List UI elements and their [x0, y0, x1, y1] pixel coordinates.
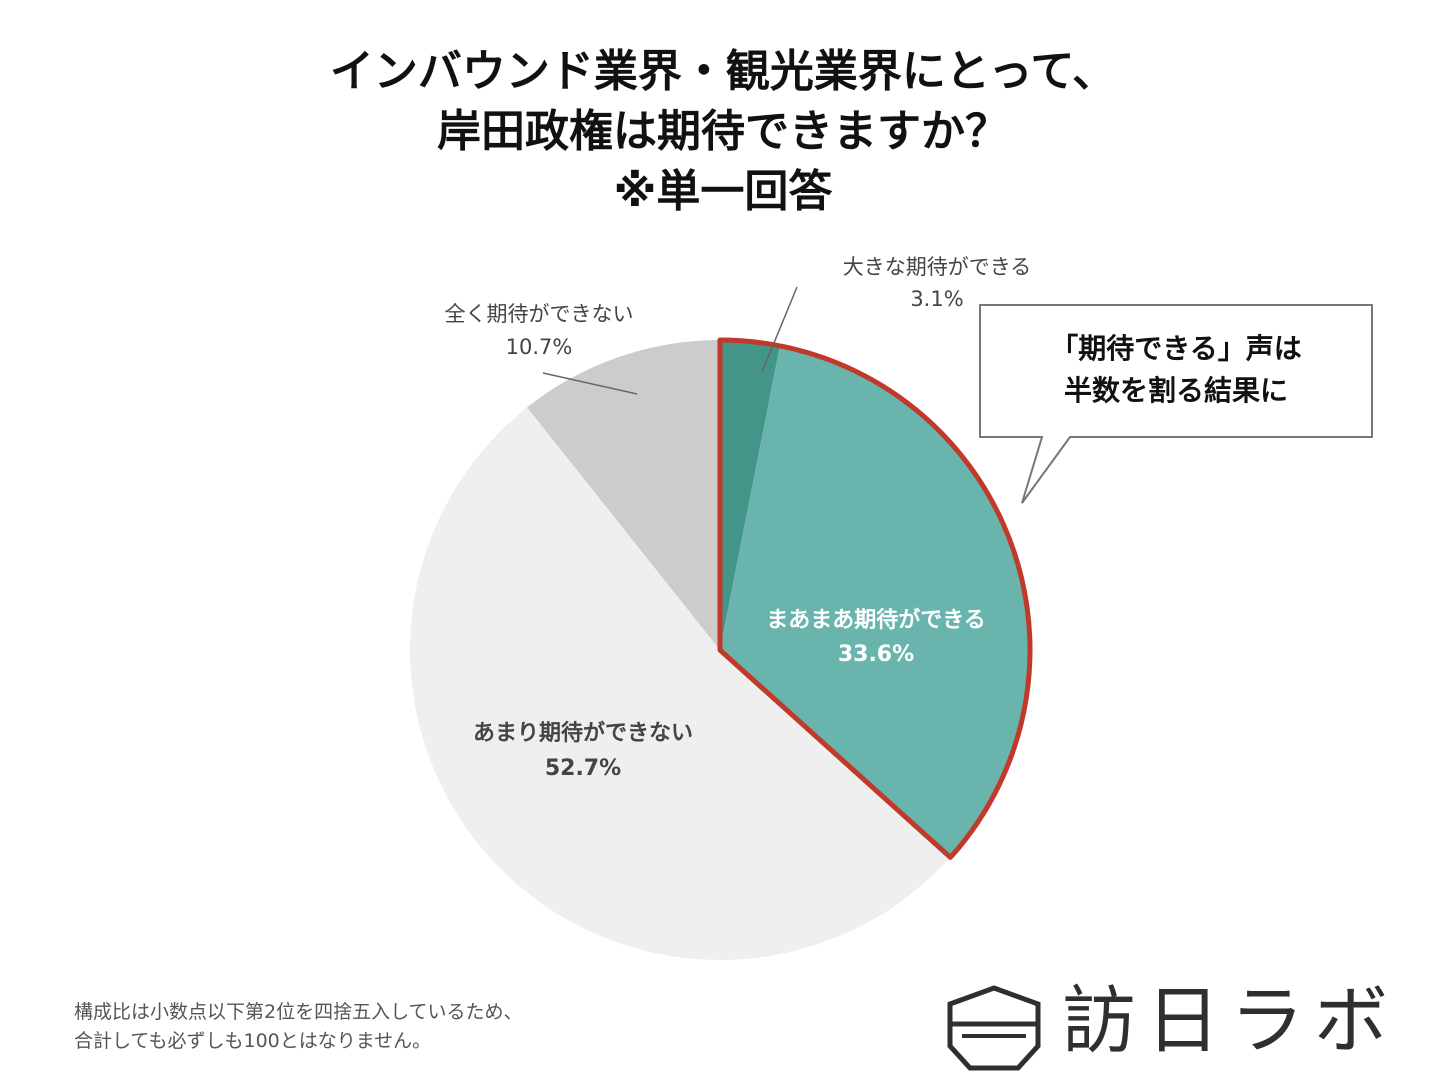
label-somewhat-name: まあまあ期待ができる [766, 607, 986, 633]
slice-somewhat-expect [720, 345, 1030, 858]
label-not-much-value: 52.7% [545, 756, 621, 781]
callout-bubble [979, 304, 1373, 504]
leader-line-not-at-all [542, 372, 638, 395]
label-somewhat-value: 33.6% [838, 642, 914, 667]
label-not-at-all-value: 10.7% [506, 335, 573, 359]
leader-lines [542, 286, 798, 395]
label-large-expectation-name: 大きな期待ができる [843, 255, 1032, 279]
label-not-much-name: あまり期待ができない [473, 720, 693, 746]
footnote-line-1: 構成比は小数点以下第2位を四捨五入しているため、 [74, 1001, 523, 1023]
callout-box: 「期待できる」声は 半数を割る結果に [979, 304, 1373, 504]
logo: 訪日ラボ [944, 978, 1404, 1071]
chart-title-line-3: ※単一回答 [613, 166, 833, 217]
label-not-at-all-name: 全く期待ができない [445, 302, 634, 326]
pie-slices [409, 337, 1033, 961]
leader-line-large-expectation [761, 286, 798, 373]
chart-title-line-2: 岸田政権は期待できますか？ [437, 106, 1009, 157]
chart-title-line-1: インバウンド業界・観光業界にとって、 [329, 46, 1117, 97]
slice-large-expectation [720, 340, 780, 650]
shield-hexagon-icon [947, 985, 1041, 1071]
label-large-expectation-value: 3.1% [910, 287, 963, 311]
highlight-outline [717, 337, 1033, 860]
footnote-line-2: 合計しても必ずしも100とはなりません。 [74, 1030, 432, 1052]
callout-line-2: 半数を割る結果に [1064, 374, 1288, 407]
slice-not-at-all [527, 340, 720, 650]
logo-text: 訪日ラボ [1062, 978, 1398, 1064]
callout-line-1: 「期待できる」声は [1050, 332, 1301, 365]
chart-title: インバウンド業界・観光業界にとって、 岸田政権は期待できますか？ ※単一回答 [0, 42, 1446, 222]
footnote: 構成比は小数点以下第2位を四捨五入しているため、 合計しても必ずしも100とはな… [74, 998, 523, 1056]
slice-not-much [409, 407, 951, 961]
